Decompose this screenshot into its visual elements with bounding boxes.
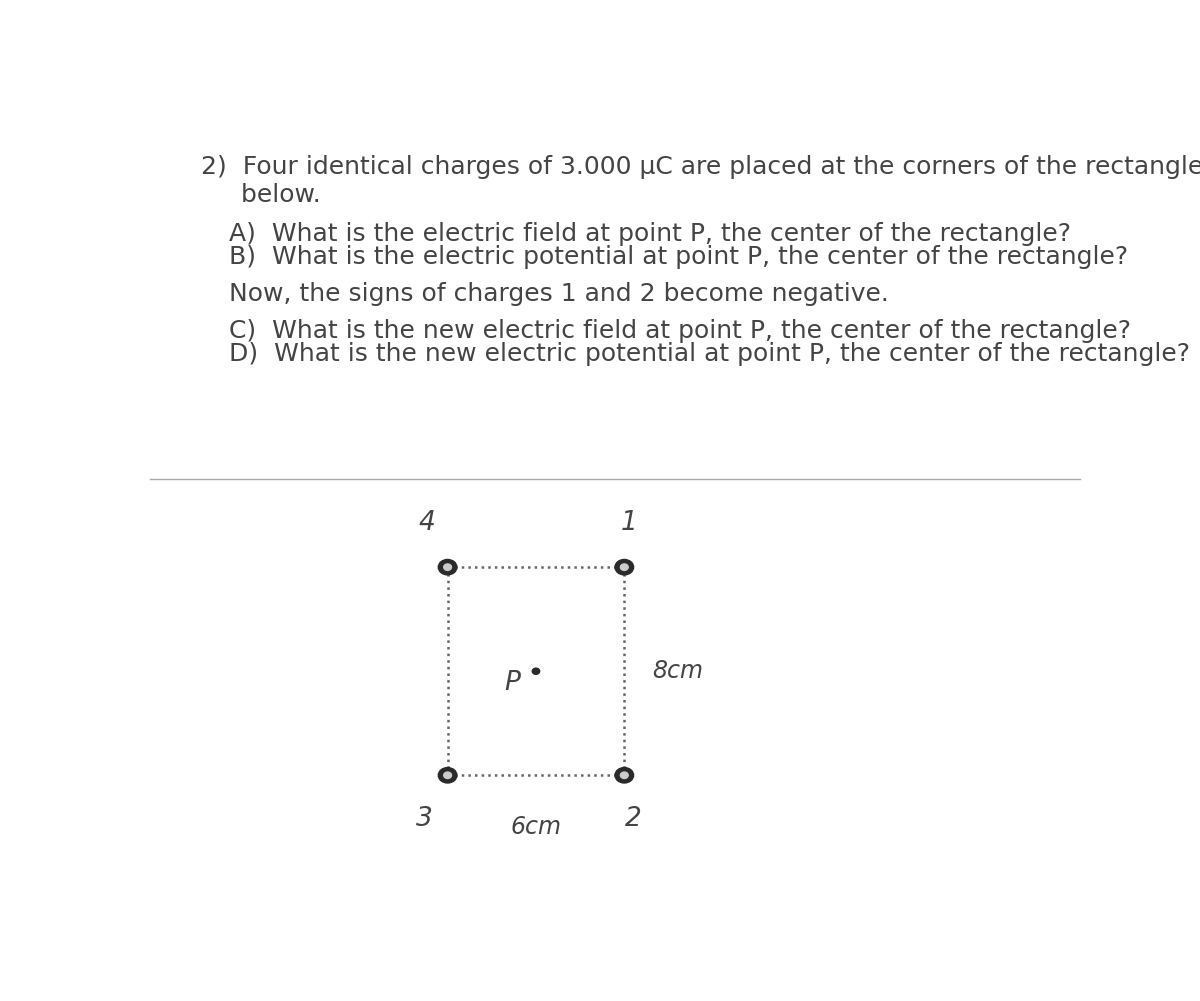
Text: 2: 2 bbox=[625, 806, 642, 832]
Text: 1: 1 bbox=[620, 511, 637, 537]
Text: 8cm: 8cm bbox=[653, 660, 703, 684]
Circle shape bbox=[620, 772, 629, 779]
Circle shape bbox=[438, 560, 457, 575]
Text: C)  What is the new electric field at point P, the center of the rectangle?: C) What is the new electric field at poi… bbox=[229, 319, 1132, 343]
Circle shape bbox=[620, 564, 629, 571]
Circle shape bbox=[438, 768, 457, 783]
Text: 6cm: 6cm bbox=[510, 816, 562, 840]
Text: D)  What is the new electric potential at point P, the center of the rectangle?: D) What is the new electric potential at… bbox=[229, 342, 1190, 366]
Circle shape bbox=[444, 772, 451, 779]
Circle shape bbox=[616, 768, 634, 783]
Text: 4: 4 bbox=[419, 511, 436, 537]
Text: P: P bbox=[505, 670, 521, 696]
Text: A)  What is the electric field at point P, the center of the rectangle?: A) What is the electric field at point P… bbox=[229, 222, 1072, 246]
Text: 2)  Four identical charges of 3.000 μC are placed at the corners of the rectangl: 2) Four identical charges of 3.000 μC ar… bbox=[202, 155, 1200, 179]
Text: 3: 3 bbox=[416, 806, 433, 832]
Text: below.: below. bbox=[202, 183, 320, 207]
Text: B)  What is the electric potential at point P, the center of the rectangle?: B) What is the electric potential at poi… bbox=[229, 245, 1128, 269]
Circle shape bbox=[616, 560, 634, 575]
Text: Now, the signs of charges 1 and 2 become negative.: Now, the signs of charges 1 and 2 become… bbox=[229, 282, 889, 306]
Circle shape bbox=[444, 564, 451, 571]
Circle shape bbox=[533, 668, 540, 675]
